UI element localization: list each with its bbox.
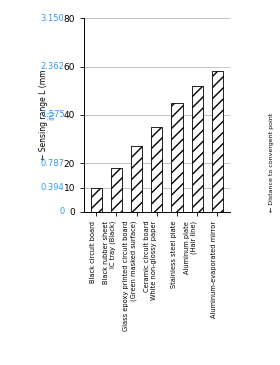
Bar [151, 127, 162, 212]
Bar [212, 72, 223, 212]
Text: 0.787: 0.787 [40, 159, 64, 168]
Text: 3.150: 3.150 [41, 14, 64, 23]
Text: 1.575: 1.575 [41, 111, 64, 119]
Text: ← Distance to convergent point: ← Distance to convergent point [269, 112, 274, 212]
Bar [91, 188, 102, 212]
Text: 2.362: 2.362 [41, 62, 64, 71]
Text: in): in) [48, 110, 57, 120]
Text: ← Sensing range L (mm: ← Sensing range L (mm [39, 70, 48, 160]
Bar [131, 146, 142, 212]
Bar [111, 168, 122, 212]
Bar [192, 86, 203, 212]
Text: 0: 0 [59, 207, 64, 216]
Bar [171, 103, 183, 212]
Text: 0.394: 0.394 [41, 183, 64, 192]
